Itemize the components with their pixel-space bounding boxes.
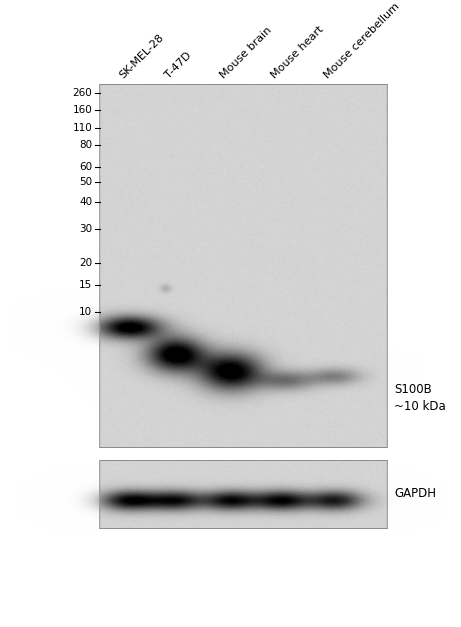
Text: 80: 80 <box>79 140 92 150</box>
Text: GAPDH: GAPDH <box>394 487 436 500</box>
Text: 50: 50 <box>79 177 92 187</box>
Text: 30: 30 <box>79 224 92 234</box>
Text: Mouse cerebellum: Mouse cerebellum <box>323 1 402 80</box>
Text: T-47D: T-47D <box>164 50 194 80</box>
Text: Mouse heart: Mouse heart <box>270 24 326 80</box>
Text: 10: 10 <box>79 307 92 317</box>
Text: 20: 20 <box>79 258 92 268</box>
Text: 160: 160 <box>72 105 92 115</box>
Text: Mouse brain: Mouse brain <box>219 25 274 80</box>
Text: 260: 260 <box>72 88 92 98</box>
Text: S100B
~10 kDa: S100B ~10 kDa <box>394 383 446 413</box>
Text: SK-MEL-28: SK-MEL-28 <box>118 32 165 80</box>
Text: 110: 110 <box>72 123 92 133</box>
Text: 40: 40 <box>79 197 92 207</box>
Text: 15: 15 <box>79 280 92 290</box>
Text: 60: 60 <box>79 162 92 172</box>
